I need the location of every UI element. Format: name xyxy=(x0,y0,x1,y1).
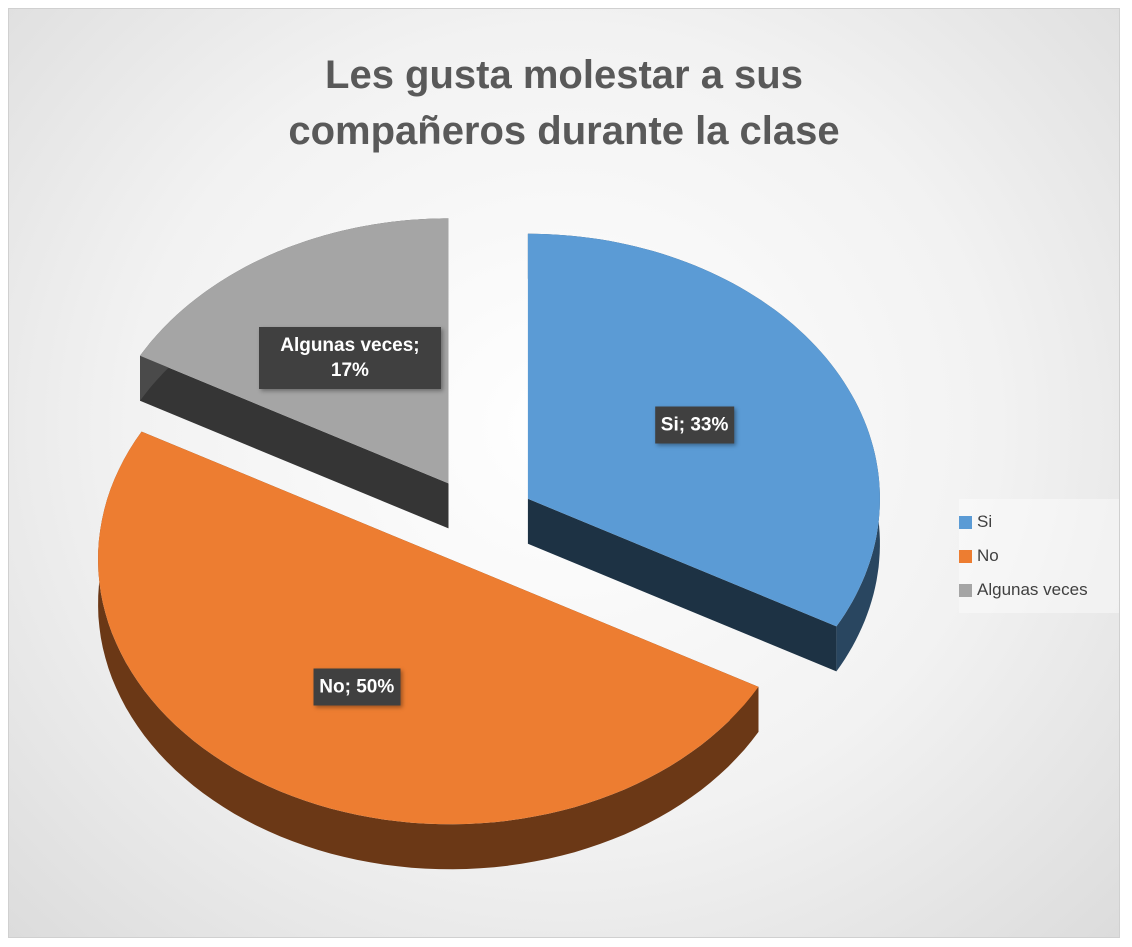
legend-label: No xyxy=(977,546,999,565)
slice-side xyxy=(527,498,837,672)
slice-top xyxy=(98,431,759,825)
chart-title: Les gusta molestar a sus compañeros dura… xyxy=(288,53,840,153)
legend-item: No xyxy=(959,539,1119,573)
legend-label: Algunas veces xyxy=(977,580,1088,599)
legend-swatch xyxy=(959,549,972,563)
legend: Si No Algunas veces xyxy=(959,499,1119,613)
legend-label: Si xyxy=(977,512,993,531)
data-label: No; 50% xyxy=(313,668,401,706)
pie-area xyxy=(98,218,880,870)
slice-side xyxy=(140,355,449,529)
pie-slice xyxy=(527,233,880,672)
data-label: Si; 33% xyxy=(654,406,735,444)
legend-item: Algunas veces xyxy=(959,573,1119,607)
legend-item: Si xyxy=(959,505,1119,539)
legend-swatch xyxy=(959,515,972,529)
legend-swatch xyxy=(959,583,972,597)
data-label: Algunas veces; 17% xyxy=(258,326,441,389)
pie-slice xyxy=(98,431,759,870)
chart: Les gusta molestar a sus compañeros dura… xyxy=(8,8,1120,938)
